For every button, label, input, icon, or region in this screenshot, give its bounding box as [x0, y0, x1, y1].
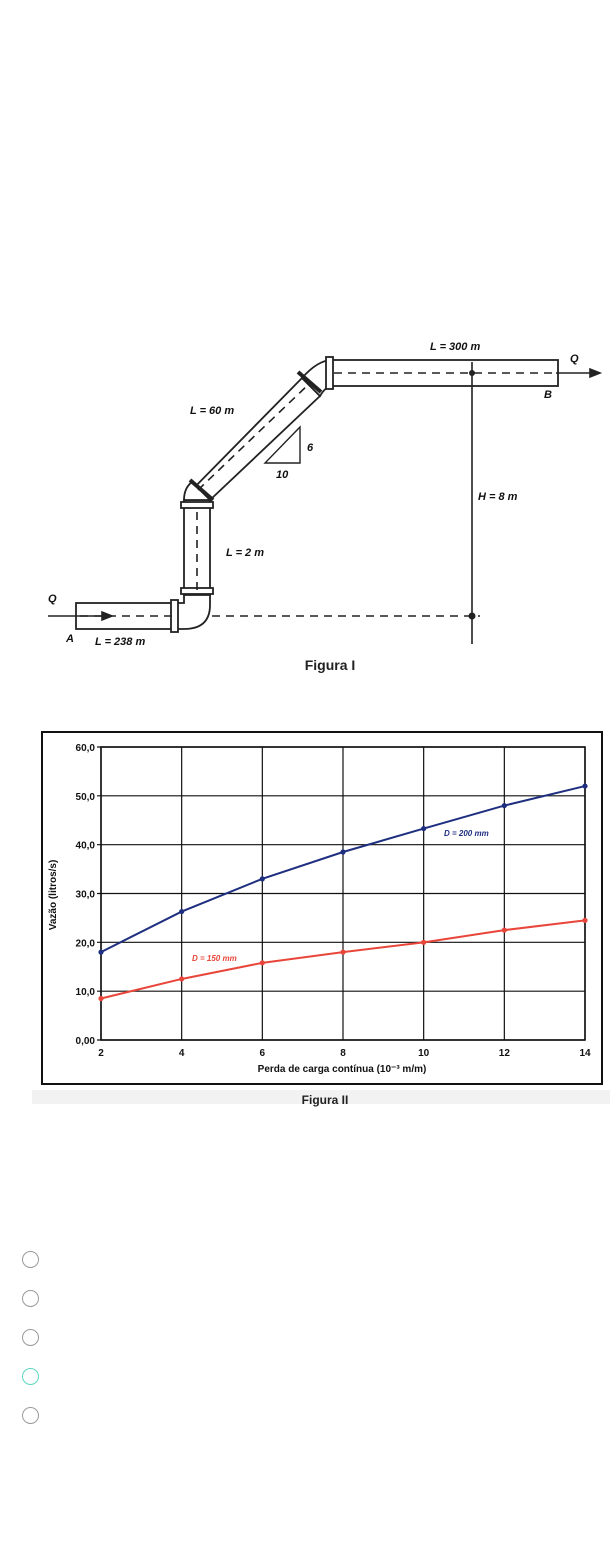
flow-chart-figure: 2 4 6 8 10 12 14 0,00 10,0 20,0 30,0 40,0 50,0 60,0 V… — [32, 731, 610, 1107]
data-point — [582, 783, 588, 789]
fitting — [296, 370, 323, 394]
y-tick-label: 0,00 — [76, 1036, 96, 1047]
x-tick-label: 12 — [499, 1048, 511, 1059]
label-length-300: L = 300 m — [430, 341, 480, 353]
fitting — [180, 501, 214, 509]
data-point — [259, 876, 265, 882]
figure2-caption: Figura II — [302, 1093, 349, 1107]
radio-button[interactable] — [22, 1290, 39, 1307]
answer-option-4[interactable] — [22, 1357, 582, 1396]
data-point — [98, 949, 104, 955]
fitting — [170, 599, 179, 633]
radio-button[interactable] — [22, 1407, 39, 1424]
data-point — [179, 976, 185, 982]
radio-button[interactable] — [22, 1251, 39, 1268]
answer-option-1[interactable] — [22, 1240, 582, 1279]
data-point — [421, 939, 427, 945]
chart-grid — [97, 746, 586, 1041]
figure1-caption: Figura I — [305, 657, 356, 673]
y-tick-label: 60,0 — [76, 743, 96, 754]
data-point — [259, 960, 265, 966]
data-point — [179, 908, 185, 915]
y-tick-label: 20,0 — [76, 938, 96, 949]
radio-button[interactable] — [22, 1329, 39, 1346]
answer-option-5[interactable] — [22, 1396, 582, 1435]
x-tick-label: 6 — [260, 1048, 266, 1059]
data-point — [340, 849, 346, 855]
y-tick-label: 40,0 — [76, 841, 96, 852]
chart-y-axis-label: Vazão (litros/s) — [48, 860, 59, 931]
x-tick-label: 8 — [340, 1048, 346, 1059]
x-tick-label: 2 — [98, 1048, 104, 1059]
label-point-b: B — [544, 389, 552, 401]
label-q-out: Q — [570, 353, 579, 365]
answer-option-3[interactable] — [22, 1318, 582, 1357]
label-height-8: H = 8 m — [478, 491, 518, 503]
label-length-2: L = 2 m — [226, 547, 264, 559]
series-label-d150: D = 150 mm — [192, 954, 237, 963]
data-point — [582, 917, 588, 923]
data-point — [501, 803, 507, 809]
y-tick-label: 10,0 — [76, 987, 96, 998]
y-tick-label: 30,0 — [76, 890, 96, 901]
data-point — [421, 825, 427, 832]
data-point — [501, 927, 507, 933]
elbow-bottom — [174, 594, 211, 630]
fitting — [325, 356, 334, 390]
x-tick-label: 4 — [179, 1048, 185, 1059]
y-tick-label: 50,0 — [76, 792, 96, 803]
label-length-238: L = 238 m — [95, 636, 145, 648]
label-point-a: A — [65, 633, 74, 645]
data-point — [98, 995, 104, 1002]
x-tick-label: 10 — [418, 1048, 430, 1059]
chart-ticks: 2 4 6 8 10 12 14 0,00 10,0 20,0 30,0 40,0 50,0 60,0 — [76, 743, 591, 1059]
chart-x-axis-label: Perda de carga contínua (10⁻³ m/m) — [258, 1064, 427, 1075]
fitting — [188, 478, 215, 502]
chart-series-group — [98, 783, 588, 1002]
label-slope-run: 10 — [276, 469, 289, 481]
answer-option-2[interactable] — [22, 1279, 582, 1318]
label-length-60: L = 60 m — [190, 405, 234, 417]
x-tick-label: 14 — [579, 1048, 591, 1059]
data-point — [340, 949, 346, 955]
radio-button[interactable] — [22, 1368, 39, 1385]
answer-options — [22, 1240, 582, 1435]
label-slope-rise: 6 — [307, 442, 314, 454]
pipe-system-figure: Q Q A B L = 238 m L = 2 m L = 60 m L = 3… — [48, 341, 603, 673]
series-label-d200: D = 200 mm — [444, 829, 489, 838]
label-q-in: Q — [48, 593, 57, 605]
